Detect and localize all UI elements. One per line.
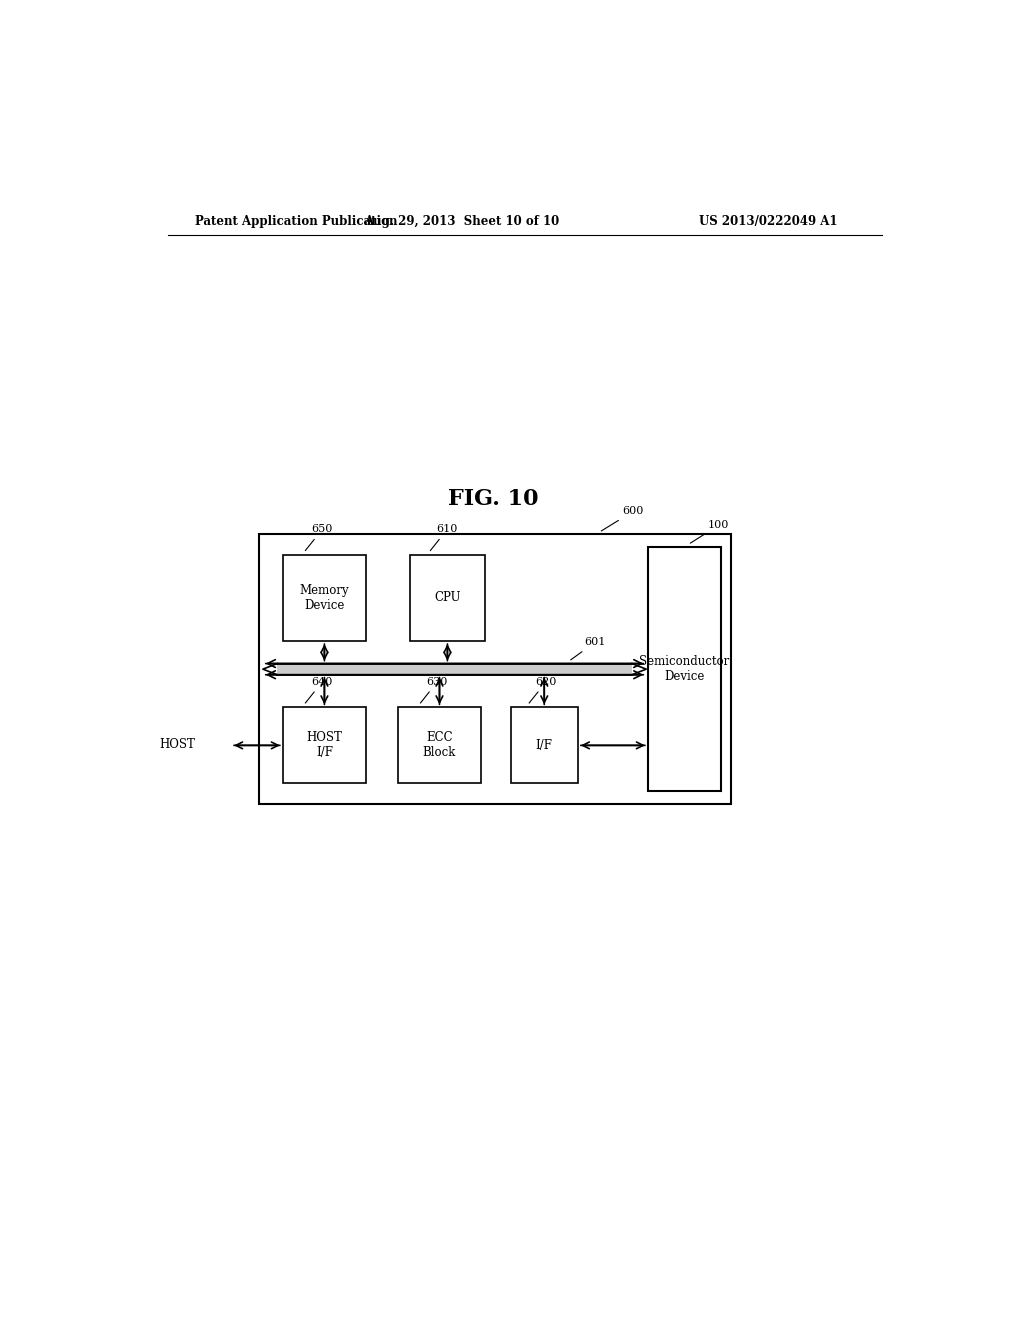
Bar xyxy=(283,554,367,642)
Text: 610: 610 xyxy=(430,524,458,550)
Bar xyxy=(259,535,731,804)
Text: 620: 620 xyxy=(529,677,557,704)
Text: 650: 650 xyxy=(305,524,333,550)
Text: Semiconductor
Device: Semiconductor Device xyxy=(639,655,729,682)
Text: Patent Application Publication: Patent Application Publication xyxy=(196,215,398,228)
Text: 640: 640 xyxy=(305,677,333,704)
Text: 601: 601 xyxy=(570,638,605,660)
Text: CPU: CPU xyxy=(434,591,461,605)
Text: I/F: I/F xyxy=(536,739,553,752)
Bar xyxy=(410,554,485,642)
Bar xyxy=(511,708,578,784)
Bar xyxy=(278,664,632,675)
Text: HOST: HOST xyxy=(160,738,196,751)
Text: US 2013/0222049 A1: US 2013/0222049 A1 xyxy=(699,215,838,228)
Text: FIG. 10: FIG. 10 xyxy=(447,488,539,510)
Text: 100: 100 xyxy=(690,520,729,543)
Text: Aug. 29, 2013  Sheet 10 of 10: Aug. 29, 2013 Sheet 10 of 10 xyxy=(364,215,559,228)
Text: ECC
Block: ECC Block xyxy=(423,731,456,759)
Text: Memory
Device: Memory Device xyxy=(300,583,349,612)
Bar xyxy=(397,708,481,784)
Text: 600: 600 xyxy=(601,506,644,531)
Bar xyxy=(648,546,721,791)
Text: 630: 630 xyxy=(421,677,447,704)
Bar xyxy=(283,708,367,784)
Text: HOST
I/F: HOST I/F xyxy=(306,731,342,759)
